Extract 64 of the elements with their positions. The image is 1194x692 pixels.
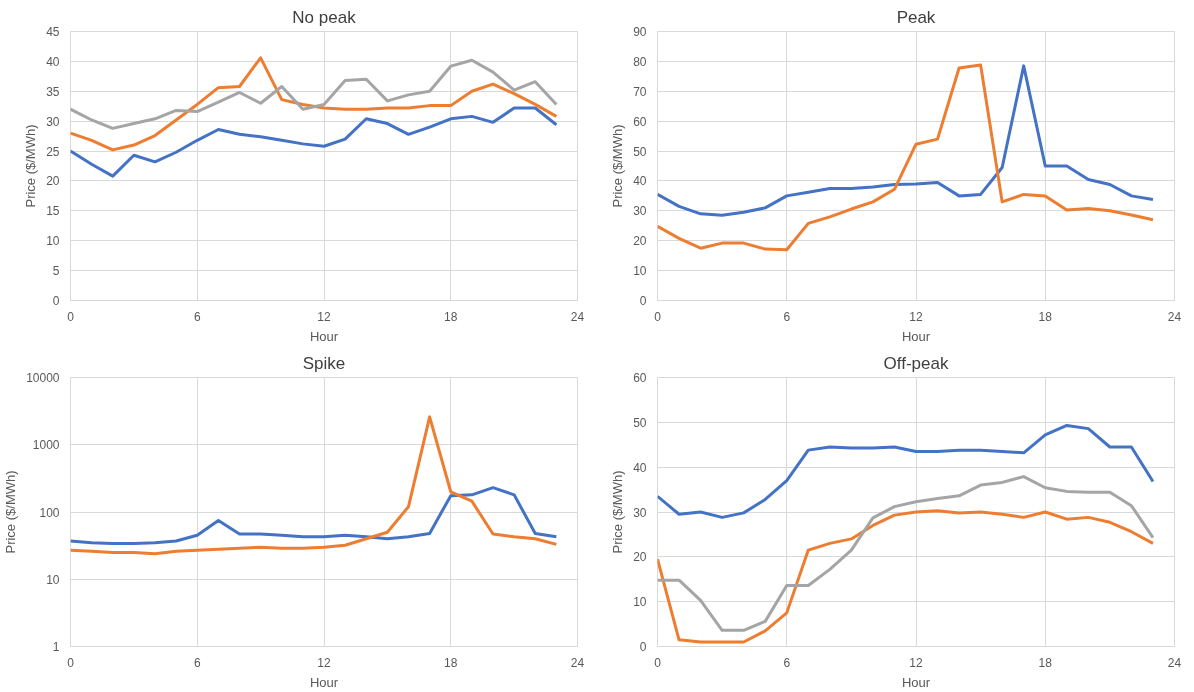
y-tick-label: 40 bbox=[46, 54, 60, 69]
x-tick-label: 12 bbox=[317, 655, 331, 670]
chart-title: Off-peak bbox=[883, 353, 949, 373]
x-tick-label: 18 bbox=[1038, 309, 1053, 324]
x-tick-label: 24 bbox=[570, 655, 585, 670]
y-tick-label: 0 bbox=[52, 294, 60, 308]
y-axis-title: Price ($/MWh) bbox=[610, 124, 626, 208]
x-tick-label: 0 bbox=[67, 655, 75, 670]
chart-title: Spike bbox=[302, 353, 346, 373]
x-tick-label: 12 bbox=[317, 309, 331, 324]
x-tick-label: 24 bbox=[570, 309, 585, 324]
y-tick-label: 90 bbox=[633, 25, 647, 39]
x-tick-label: 6 bbox=[193, 309, 201, 324]
chart-title: No peak bbox=[292, 7, 357, 27]
y-axis-title: Price ($/MWh) bbox=[610, 470, 626, 554]
x-tick-label: 0 bbox=[654, 309, 662, 324]
y-tick-label: 45 bbox=[46, 25, 60, 39]
y-tick-label: 10000 bbox=[26, 371, 60, 385]
x-tick-label: 6 bbox=[783, 655, 791, 670]
y-tick-label: 10 bbox=[633, 264, 647, 279]
x-tick-label: 18 bbox=[444, 655, 458, 670]
y-tick-label: 0 bbox=[639, 294, 647, 308]
y-tick-label: 20 bbox=[633, 550, 647, 565]
y-tick-label: 60 bbox=[633, 114, 647, 129]
y-tick-label: 70 bbox=[633, 84, 647, 99]
y-axis-title: Price ($/MWh) bbox=[23, 124, 39, 208]
x-axis-title: Hour bbox=[309, 674, 339, 690]
x-tick-label: 24 bbox=[1167, 309, 1182, 324]
y-tick-label: 40 bbox=[633, 460, 647, 475]
y-tick-label: 40 bbox=[633, 174, 647, 189]
x-tick-label: 6 bbox=[783, 309, 791, 324]
y-tick-label: 50 bbox=[633, 144, 647, 159]
y-tick-label: 10 bbox=[46, 234, 60, 249]
x-tick-label: 6 bbox=[193, 655, 201, 670]
x-tick-label: 24 bbox=[1167, 655, 1182, 670]
y-tick-label: 1 bbox=[52, 640, 60, 654]
x-tick-label: 18 bbox=[444, 309, 458, 324]
y-tick-label: 30 bbox=[633, 204, 647, 219]
y-tick-label: 5 bbox=[52, 264, 60, 279]
y-tick-label: 30 bbox=[46, 114, 60, 129]
x-tick-label: 12 bbox=[909, 655, 923, 670]
y-tick-label: 25 bbox=[46, 144, 60, 159]
y-tick-label: 1000 bbox=[32, 438, 60, 453]
x-axis-title: Hour bbox=[901, 674, 931, 690]
y-tick-label: 20 bbox=[46, 174, 60, 189]
x-tick-label: 0 bbox=[654, 655, 662, 670]
y-tick-label: 100 bbox=[39, 505, 60, 520]
y-tick-label: 80 bbox=[633, 54, 647, 69]
y-tick-label: 35 bbox=[46, 84, 60, 99]
y-axis-title: Price ($/MWh) bbox=[3, 470, 19, 554]
x-axis-title: Hour bbox=[309, 328, 339, 344]
x-tick-label: 18 bbox=[1038, 655, 1053, 670]
y-tick-label: 10 bbox=[633, 595, 647, 610]
x-tick-label: 12 bbox=[909, 309, 923, 324]
y-tick-label: 10 bbox=[46, 572, 60, 587]
y-tick-label: 50 bbox=[633, 415, 647, 430]
x-tick-label: 0 bbox=[67, 309, 75, 324]
x-axis-title: Hour bbox=[901, 328, 931, 344]
chart-title: Peak bbox=[896, 7, 936, 27]
y-tick-label: 20 bbox=[633, 234, 647, 249]
y-tick-label: 60 bbox=[633, 371, 647, 385]
y-tick-label: 15 bbox=[46, 204, 60, 219]
y-tick-label: 30 bbox=[633, 505, 647, 520]
y-tick-label: 0 bbox=[639, 640, 647, 654]
